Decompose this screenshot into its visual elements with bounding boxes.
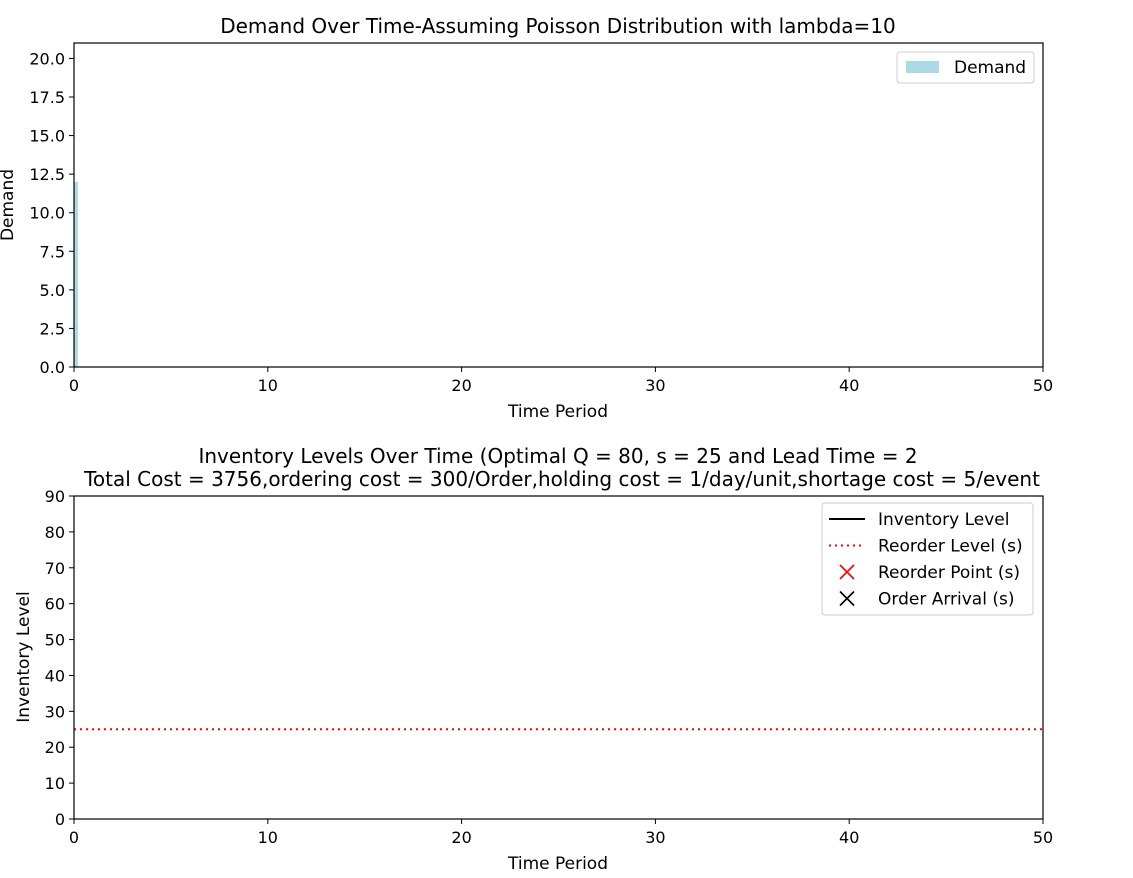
inventory-y-tick-label: 90 <box>45 487 65 506</box>
inventory-chart-title-line-1: Inventory Levels Over Time (Optimal Q = … <box>198 444 917 468</box>
inventory-legend: Inventory Level Reorder Level (s) Reorder … <box>821 502 1034 616</box>
demand-x-tick-label: 50 <box>1033 376 1053 395</box>
inventory-chart-title-line-2: Total Cost = 3756,ordering cost = 300/Or… <box>83 467 1040 491</box>
demand-x-tick-label: 10 <box>258 376 278 395</box>
inventory-y-tick-label: 70 <box>45 559 65 578</box>
demand-legend-label: Demand <box>954 58 1026 78</box>
demand-x-tick-label: 0 <box>69 376 79 395</box>
legend-x-marker-icon <box>839 590 855 607</box>
inventory-x-tick-label: 30 <box>645 828 665 847</box>
inventory-y-axis-label: Inventory Level <box>14 591 34 722</box>
inventory-x-tick-label: 50 <box>1033 828 1053 847</box>
demand-plot-area <box>74 181 78 367</box>
demand-y-tick-label: 7.5 <box>40 242 65 261</box>
inventory-y-tick-label: 10 <box>45 774 65 793</box>
demand-y-axis: 0.0 2.5 5.0 7.5 10.0 12.5 15.0 17.5 20.0 <box>29 49 74 377</box>
demand-y-tick-label: 10.0 <box>29 204 65 223</box>
legend-label: Reorder Level (s) <box>878 537 1023 557</box>
demand-y-tick-label: 12.5 <box>29 165 65 184</box>
demand-y-axis-label: Demand <box>0 169 18 241</box>
inventory-y-tick-label: 0 <box>55 810 65 829</box>
demand-x-tick-label: 20 <box>451 376 471 395</box>
inventory-x-tick-label: 0 <box>69 828 79 847</box>
legend-label: Reorder Point (s) <box>878 563 1020 583</box>
inventory-y-tick-label: 80 <box>45 523 65 542</box>
inventory-legend-box <box>821 502 1034 616</box>
demand-x-tick-label: 40 <box>839 376 859 395</box>
inventory-chart: Inventory Levels Over Time (Optimal Q = … <box>14 444 1053 874</box>
demand-y-tick-label: 20.0 <box>29 49 65 68</box>
inventory-x-tick-label: 40 <box>839 828 859 847</box>
demand-y-tick-label: 0.0 <box>40 358 65 377</box>
demand-x-axis: 0 10 20 30 40 50 <box>69 367 1053 395</box>
inventory-x-tick-label: 20 <box>451 828 471 847</box>
demand-bar <box>74 181 78 367</box>
demand-chart-title: Demand Over Time-Assuming Poisson Distri… <box>220 14 896 38</box>
legend-label: Order Arrival (s) <box>878 590 1014 610</box>
inventory-x-axis-label: Time Period <box>507 854 608 874</box>
inventory-legend-entries: Inventory Level Reorder Level (s) Reorder … <box>829 510 1023 610</box>
inventory-y-axis: 0 10 20 30 40 50 60 70 80 90 <box>45 487 74 829</box>
demand-y-tick-label: 2.5 <box>40 319 65 338</box>
demand-axes-frame <box>73 42 1044 368</box>
inventory-x-tick-label: 10 <box>258 828 278 847</box>
demand-legend-box <box>896 51 1035 84</box>
demand-chart: Demand Over Time-Assuming Poisson Distri… <box>0 14 1053 422</box>
demand-legend-swatch <box>906 61 939 73</box>
legend-x-marker-icon <box>839 564 855 580</box>
demand-y-tick-label: 17.5 <box>29 88 65 107</box>
demand-x-tick-label: 30 <box>645 376 665 395</box>
inventory-y-tick-label: 30 <box>45 702 65 721</box>
inventory-axes-frame <box>73 495 1044 820</box>
demand-legend: Demand <box>896 51 1035 84</box>
inventory-x-axis: 0 10 20 30 40 50 <box>69 819 1053 847</box>
demand-x-axis-label: Time Period <box>507 402 608 422</box>
legend-label: Inventory Level <box>878 510 1009 530</box>
demand-y-tick-label: 5.0 <box>40 281 65 300</box>
inventory-y-tick-label: 40 <box>45 666 65 685</box>
inventory-y-tick-label: 50 <box>45 631 65 650</box>
demand-y-tick-label: 15.0 <box>29 127 65 146</box>
inventory-y-tick-label: 20 <box>45 738 65 757</box>
inventory-y-tick-label: 60 <box>45 595 65 614</box>
